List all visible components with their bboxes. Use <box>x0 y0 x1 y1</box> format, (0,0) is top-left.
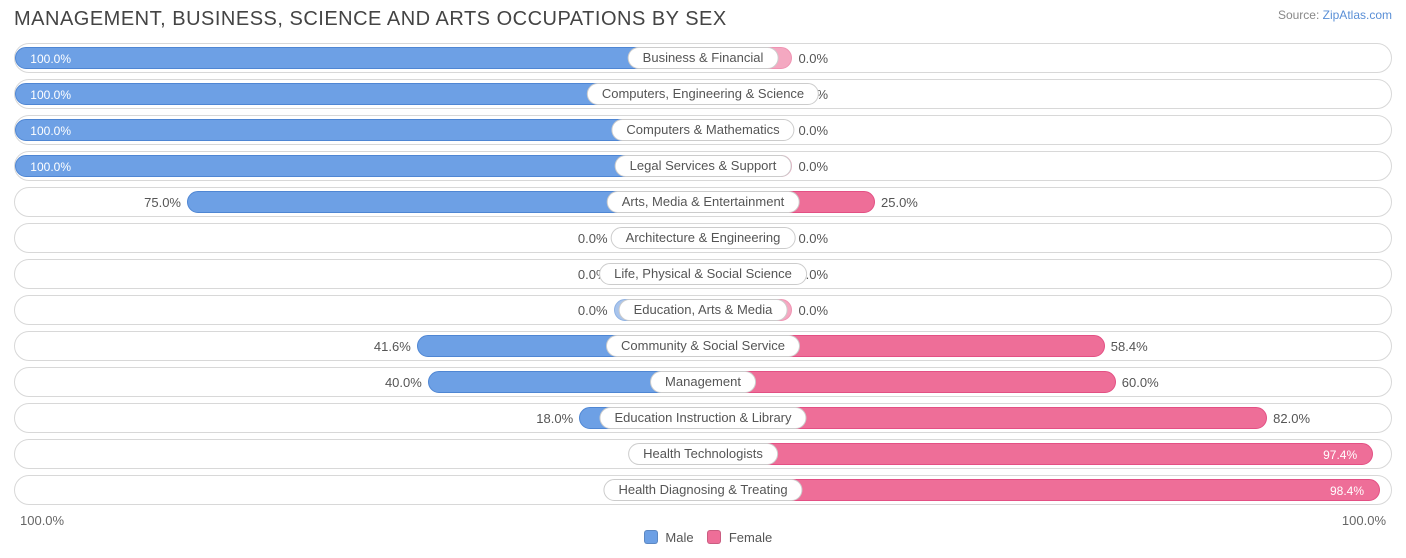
male-swatch <box>644 530 658 544</box>
chart-row: 100.0% 0.0% Business & Financial <box>14 43 1392 73</box>
male-value: 75.0% <box>144 188 181 218</box>
chart-row: 1.7%98.4%Health Diagnosing & Treating <box>14 475 1392 505</box>
female-value: 0.0% <box>798 44 828 74</box>
female-bar <box>703 371 1116 393</box>
male-value: 18.0% <box>536 404 573 434</box>
female-swatch <box>707 530 721 544</box>
female-bar <box>703 443 1373 465</box>
chart-row: 18.0% 82.0% Education Instruction & Librar… <box>14 403 1392 433</box>
male-value: 0.0% <box>578 224 608 254</box>
chart-row: 40.0% 60.0% Management <box>14 367 1392 397</box>
female-value: 58.4% <box>1111 332 1148 362</box>
chart-row: 41.6% 58.4% Community & Social Service <box>14 331 1392 361</box>
female-value: 60.0% <box>1122 368 1159 398</box>
source-prefix: Source: <box>1278 8 1323 22</box>
category-label: Computers & Mathematics <box>611 119 794 141</box>
female-value: 98.4% <box>1330 476 1364 506</box>
chart-row: 0.0% 0.0% Education, Arts & Media <box>14 295 1392 325</box>
female-value: 25.0% <box>881 188 918 218</box>
chart-row: 100.0% 0.0%Computers & Mathematics <box>14 115 1392 145</box>
category-label: Education, Arts & Media <box>619 299 788 321</box>
chart-row: 0.0%0.0%Life, Physical & Social Science <box>14 259 1392 289</box>
male-value: 41.6% <box>374 332 411 362</box>
category-label: Life, Physical & Social Science <box>599 263 807 285</box>
chart-row: 100.0% 0.0% Legal Services & Support <box>14 151 1392 181</box>
female-value: 97.4% <box>1323 440 1357 470</box>
chart-row: 100.0%0.0%Computers, Engineering & Scien… <box>14 79 1392 109</box>
male-bar <box>15 155 703 177</box>
category-label: Business & Financial <box>628 47 779 69</box>
male-value: 0.0% <box>578 296 608 326</box>
female-value: 82.0% <box>1273 404 1310 434</box>
chart-row: 75.0% 25.0% Arts, Media & Entertainment <box>14 187 1392 217</box>
female-bar <box>703 479 1380 501</box>
male-value: 40.0% <box>385 368 422 398</box>
header: MANAGEMENT, BUSINESS, SCIENCE AND ARTS O… <box>14 8 1392 31</box>
male-value: 100.0% <box>30 80 71 110</box>
male-value: 100.0% <box>30 44 71 74</box>
category-label: Health Technologists <box>628 443 778 465</box>
category-label: Architecture & Engineering <box>611 227 796 249</box>
female-value: 0.0% <box>798 152 828 182</box>
female-value: 0.0% <box>798 224 828 254</box>
legend-male: Male <box>665 530 693 545</box>
male-bar <box>15 119 703 141</box>
chart-row: 2.6%97.4%Health Technologists <box>14 439 1392 469</box>
diverging-bar-chart: 100.0%0.0%Business & Financial100.0%0.0%… <box>14 43 1392 505</box>
male-value: 100.0% <box>30 152 71 182</box>
male-value: 100.0% <box>30 116 71 146</box>
category-label: Arts, Media & Entertainment <box>607 191 800 213</box>
source-link[interactable]: ZipAtlas.com <box>1323 8 1392 22</box>
category-label: Health Diagnosing & Treating <box>603 479 802 501</box>
source: Source: ZipAtlas.com <box>1278 8 1392 22</box>
category-label: Education Instruction & Library <box>599 407 806 429</box>
chart-title: MANAGEMENT, BUSINESS, SCIENCE AND ARTS O… <box>14 8 727 31</box>
category-label: Legal Services & Support <box>615 155 792 177</box>
chart-row: 0.0% 0.0%Architecture & Engineering <box>14 223 1392 253</box>
male-bar <box>15 47 703 69</box>
category-label: Computers, Engineering & Science <box>587 83 819 105</box>
female-value: 0.0% <box>798 296 828 326</box>
axis-left-label: 100.0% <box>20 513 64 528</box>
axis-right-label: 100.0% <box>1342 513 1386 528</box>
category-label: Community & Social Service <box>606 335 800 357</box>
category-label: Management <box>650 371 756 393</box>
x-axis: 100.0% 100.0% <box>14 511 1392 528</box>
legend-female: Female <box>729 530 772 545</box>
female-value: 0.0% <box>798 116 828 146</box>
legend: Male Female <box>14 530 1392 545</box>
